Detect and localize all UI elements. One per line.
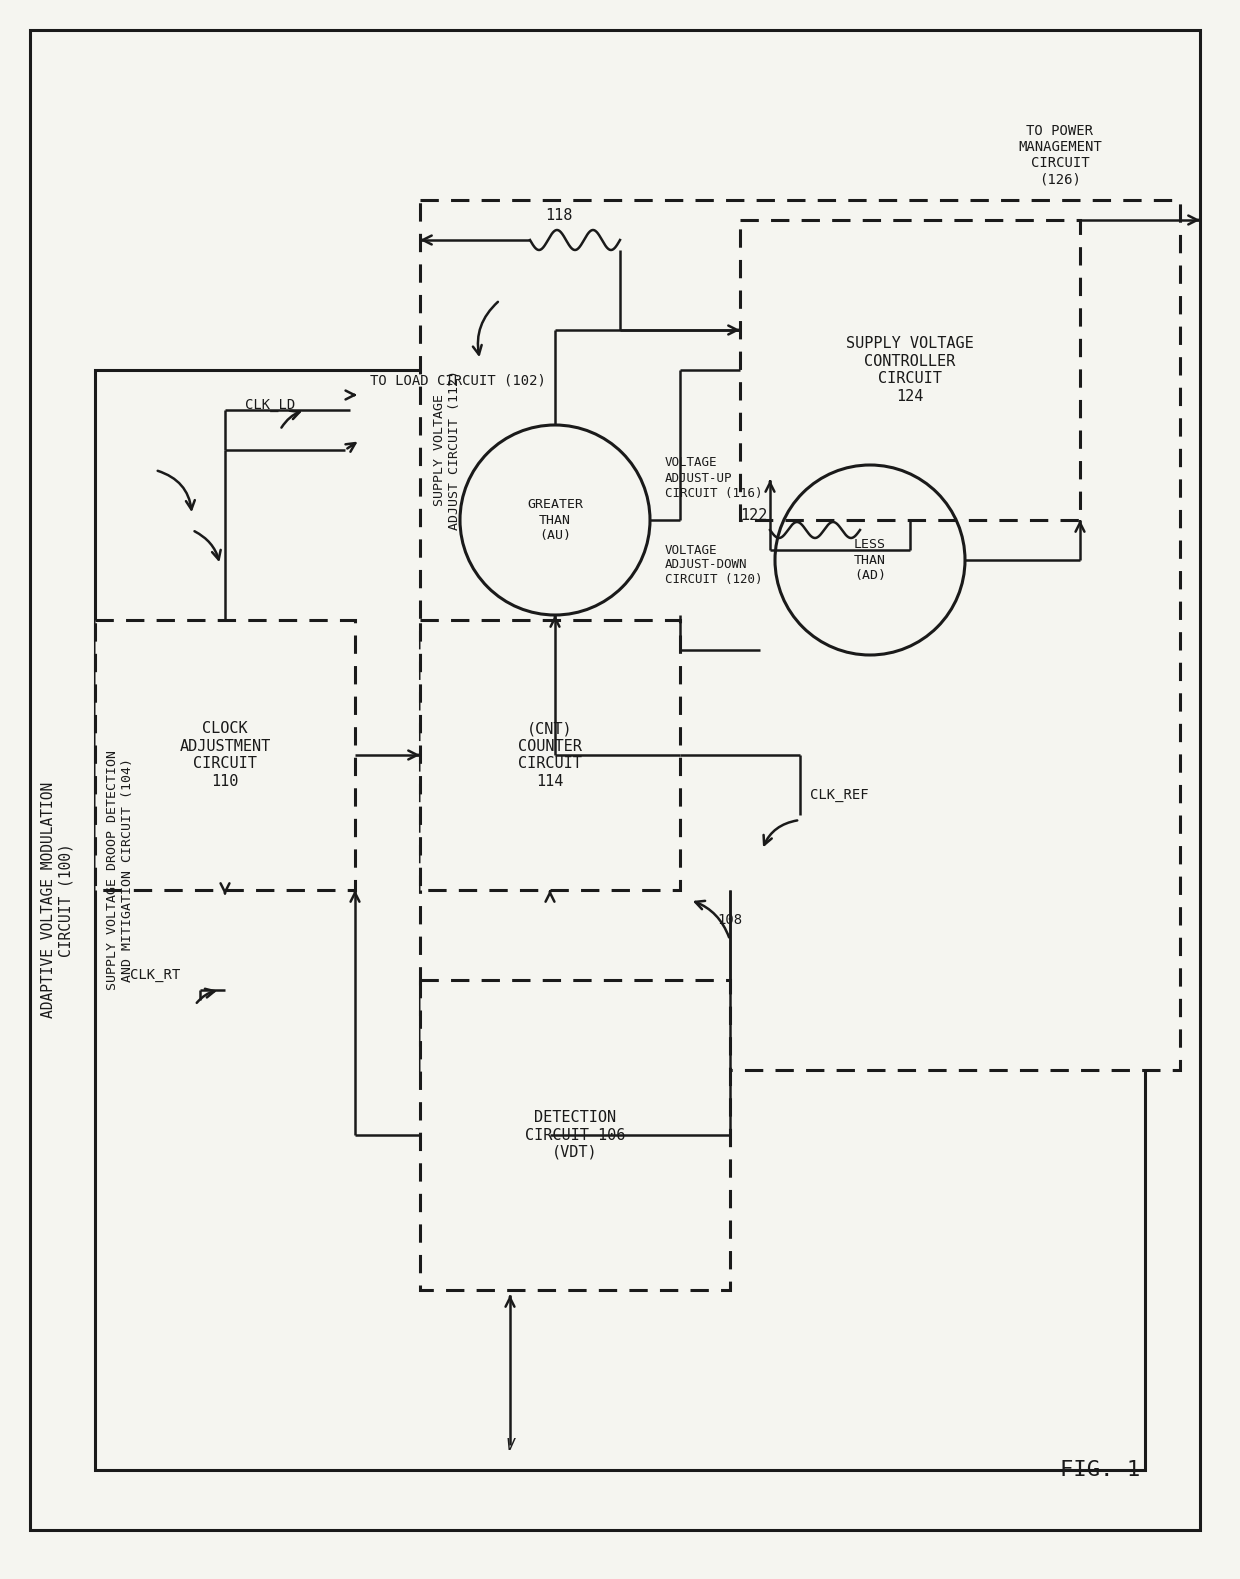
Bar — [95, 621, 355, 891]
Bar — [420, 201, 1180, 1071]
Text: VOLTAGE
ADJUST-UP
CIRCUIT (116): VOLTAGE ADJUST-UP CIRCUIT (116) — [665, 456, 763, 499]
Text: CLK_RT: CLK_RT — [130, 968, 180, 982]
Text: FIG. 1: FIG. 1 — [1060, 1461, 1140, 1480]
Text: VOLTAGE
ADJUST-DOWN
CIRCUIT (120): VOLTAGE ADJUST-DOWN CIRCUIT (120) — [665, 543, 763, 586]
Text: LESS
THAN
(AD): LESS THAN (AD) — [854, 538, 887, 581]
Bar — [740, 219, 1080, 519]
Bar — [420, 981, 730, 1290]
Text: SUPPLY VOLTAGE
CONTROLLER
CIRCUIT
124: SUPPLY VOLTAGE CONTROLLER CIRCUIT 124 — [846, 336, 973, 404]
Text: SUPPLY VOLTAGE DROOP DETECTION
AND MITIGATION CIRCUIT (104): SUPPLY VOLTAGE DROOP DETECTION AND MITIG… — [105, 750, 134, 990]
Text: GREATER
THAN
(AU): GREATER THAN (AU) — [527, 499, 583, 542]
Text: ADAPTIVE VOLTAGE MODULATION
CIRCUIT (100): ADAPTIVE VOLTAGE MODULATION CIRCUIT (100… — [41, 782, 73, 1018]
Text: CLK_LD: CLK_LD — [244, 398, 295, 412]
Bar — [420, 621, 680, 891]
Text: SUPPLY VOLTAGE
ADJUST CIRCUIT (112): SUPPLY VOLTAGE ADJUST CIRCUIT (112) — [433, 369, 461, 531]
Bar — [95, 369, 1145, 1470]
Text: CLK_REF: CLK_REF — [810, 788, 869, 802]
Text: 118: 118 — [546, 207, 573, 223]
Text: TO POWER
MANAGEMENT
CIRCUIT
(126): TO POWER MANAGEMENT CIRCUIT (126) — [1018, 123, 1102, 186]
Text: 122: 122 — [740, 507, 768, 523]
Text: TO LOAD CIRCUIT (102): TO LOAD CIRCUIT (102) — [370, 373, 546, 387]
Text: (CNT)
COUNTER
CIRCUIT
114: (CNT) COUNTER CIRCUIT 114 — [518, 722, 582, 788]
Text: V: V — [506, 1437, 515, 1453]
Text: DETECTION
CIRCUIT 106
(VDT): DETECTION CIRCUIT 106 (VDT) — [525, 1110, 625, 1161]
Text: CLOCK
ADJUSTMENT
CIRCUIT
110: CLOCK ADJUSTMENT CIRCUIT 110 — [180, 722, 270, 788]
Text: 108: 108 — [718, 913, 743, 927]
